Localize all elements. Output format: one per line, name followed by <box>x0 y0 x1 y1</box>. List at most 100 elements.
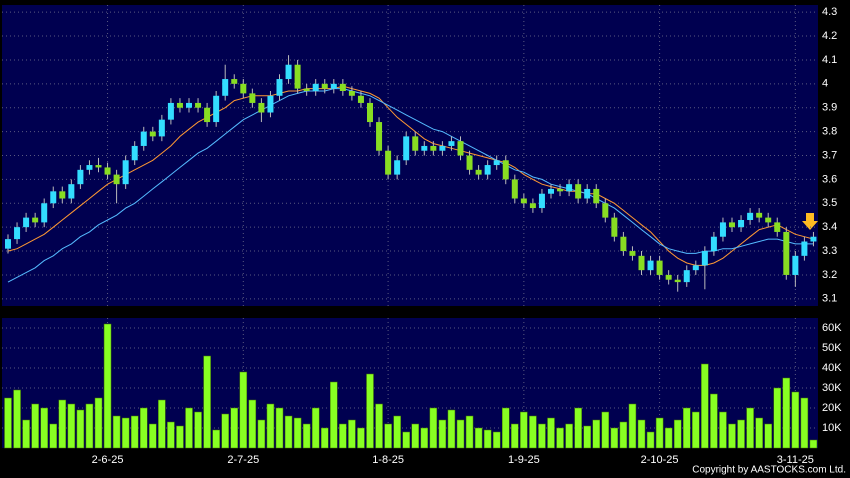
candle-body <box>267 95 274 113</box>
candle-body <box>602 203 609 218</box>
candle-body <box>41 203 48 223</box>
y-tick-label: 10K <box>822 422 842 434</box>
volume-bar <box>420 427 429 449</box>
volume-bar <box>293 417 302 449</box>
volume-bar <box>610 427 619 449</box>
volume-bar <box>547 417 555 449</box>
candle-body <box>204 107 211 123</box>
candle-body <box>50 191 57 204</box>
y-tick-label: 30K <box>822 382 842 394</box>
x-tick-label: 2-7-25 <box>227 454 259 466</box>
candle-body <box>357 95 364 103</box>
y-tick-label: 3.7 <box>822 149 837 161</box>
candle-body <box>303 88 310 91</box>
volume-bar <box>311 407 320 449</box>
x-tick-label: 1-9-25 <box>508 454 540 466</box>
y-tick-label: 20K <box>822 402 842 414</box>
candle-body <box>710 236 717 252</box>
volume-bar <box>239 371 248 449</box>
volume-bar <box>366 373 374 449</box>
volume-bar <box>574 407 582 449</box>
volume-bar <box>266 403 275 449</box>
volume-bar <box>746 407 754 449</box>
candle-body <box>448 141 455 146</box>
candle-body <box>294 64 301 89</box>
candle-body <box>23 217 30 228</box>
volume-bar <box>194 411 202 449</box>
volume-bar <box>393 415 401 449</box>
volume-bar <box>384 423 392 449</box>
volume-bar <box>13 389 21 449</box>
volume-bar <box>203 355 211 449</box>
volume-bar <box>646 431 655 449</box>
volume-bar <box>492 431 501 449</box>
volume-bar <box>31 403 39 449</box>
volume-bar <box>4 397 12 449</box>
candle-body <box>122 160 129 185</box>
volume-bar <box>248 399 257 449</box>
volume-bar <box>529 415 537 449</box>
volume-bar <box>67 403 76 449</box>
candle-body <box>231 79 238 84</box>
candle-body <box>222 79 229 96</box>
candle-body <box>674 279 681 283</box>
candle-body <box>348 91 355 96</box>
candle-body <box>575 184 582 199</box>
volume-bar <box>402 431 410 449</box>
moving-average-line <box>7 85 814 266</box>
candle-body <box>629 251 636 256</box>
volume-bar <box>791 391 800 449</box>
candle-body <box>149 131 156 137</box>
volume-bar <box>583 425 591 449</box>
candle-body <box>665 274 672 280</box>
candle-body <box>394 160 401 175</box>
volume-bar <box>112 415 121 449</box>
candle-body <box>439 145 446 151</box>
volume-bar <box>429 407 438 449</box>
volume-bar <box>40 407 48 449</box>
candle-body <box>113 174 120 185</box>
candle-body <box>475 169 482 175</box>
candle-body <box>683 270 690 283</box>
volume-bar <box>692 411 700 449</box>
latest-arrow <box>802 213 818 230</box>
volume-bar <box>592 419 600 449</box>
candle-body <box>59 191 66 199</box>
x-tick-label: 1-8-25 <box>372 454 404 466</box>
candle-body <box>656 260 663 275</box>
candle-body <box>167 102 174 120</box>
candle-body <box>502 160 509 180</box>
candle-body <box>32 217 39 223</box>
volume-bar <box>800 397 809 449</box>
candle-body <box>330 83 337 89</box>
volume-bar <box>411 423 419 449</box>
candle-body <box>385 150 392 175</box>
candle-body <box>104 167 111 175</box>
volume-bar <box>728 423 736 449</box>
volume-bar <box>438 419 447 449</box>
y-tick-label: 4.3 <box>822 6 837 18</box>
y-tick-label: 3.6 <box>822 173 837 185</box>
candle-body <box>529 203 536 209</box>
candle-body <box>810 236 817 242</box>
candle-body <box>312 83 319 91</box>
y-tick-label: 40K <box>822 362 842 374</box>
candle-body <box>548 188 554 194</box>
candle-body <box>421 145 428 151</box>
y-tick-label: 4.2 <box>822 30 837 42</box>
candle-body <box>765 217 772 223</box>
volume-bar <box>176 425 184 449</box>
candle-body <box>719 222 726 237</box>
volume-bar <box>520 411 528 449</box>
candle-body <box>339 83 346 91</box>
candle-body <box>68 184 75 199</box>
candle-body <box>756 212 763 218</box>
candle-body <box>376 122 383 151</box>
volume-bar <box>167 421 175 449</box>
candle-body <box>321 83 328 89</box>
candle-body <box>5 239 11 249</box>
volume-bar <box>130 415 139 449</box>
candle-body <box>367 102 373 123</box>
candle-body <box>484 165 491 175</box>
volume-bar <box>655 417 664 449</box>
